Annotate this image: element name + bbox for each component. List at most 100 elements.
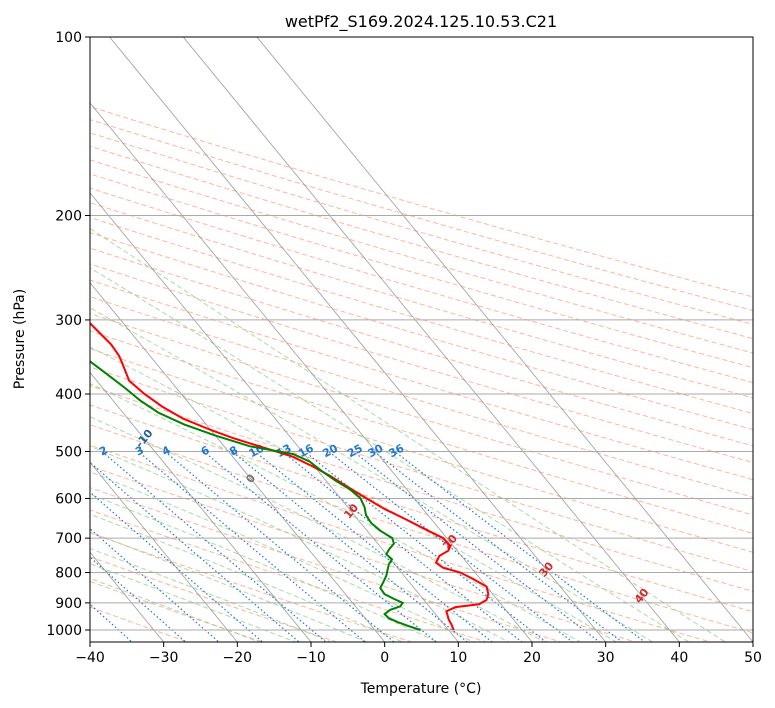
dry-adiabat-line bbox=[90, 173, 753, 369]
dry-adiabat-line bbox=[90, 444, 712, 642]
dry-adiabat-line bbox=[90, 465, 638, 642]
dry-adiabat-line bbox=[90, 187, 753, 384]
temperature-line bbox=[90, 321, 490, 631]
dry-adiabat-line bbox=[90, 145, 753, 340]
moist-adiabat-line bbox=[90, 346, 618, 642]
dry-adiabat-line bbox=[90, 216, 753, 415]
mixing-ratio-line bbox=[137, 451, 367, 642]
dry-adiabat-line bbox=[90, 556, 339, 642]
moist-adiabat-line bbox=[90, 531, 368, 642]
isotherm-line bbox=[108, 37, 607, 642]
x-tick-label: 40 bbox=[670, 650, 688, 666]
y-tick-label: 700 bbox=[55, 531, 82, 547]
dry-adiabat-line bbox=[90, 424, 753, 634]
mixing-ratio-label: 20 bbox=[320, 441, 340, 460]
mixing-ratio-label: 30 bbox=[366, 441, 386, 460]
isotherm-label: 0 bbox=[243, 471, 258, 485]
y-tick-label: 900 bbox=[55, 596, 82, 612]
isotherm-line bbox=[182, 37, 680, 642]
dry-adiabat-line bbox=[90, 385, 753, 592]
dry-adiabat-line bbox=[90, 159, 753, 354]
isotherms bbox=[90, 37, 753, 642]
dry-adiabat-line bbox=[90, 247, 753, 447]
moist-adiabat-line bbox=[90, 267, 690, 642]
x-tick-label: 50 bbox=[744, 650, 762, 666]
dewpoint-line bbox=[90, 360, 421, 631]
y-tick-label: 600 bbox=[55, 491, 82, 507]
moist-adiabat-line bbox=[90, 445, 510, 642]
dry-adiabat-line bbox=[90, 202, 753, 399]
isotherm-line bbox=[256, 37, 753, 642]
dry-adiabat-line bbox=[90, 366, 753, 573]
dry-adiabat-line bbox=[90, 487, 563, 642]
mixing-ratio-line bbox=[203, 451, 438, 642]
dry-adiabat-line bbox=[90, 404, 753, 613]
mixing-ratio-line bbox=[304, 451, 548, 642]
isotherm-line bbox=[90, 461, 238, 642]
y-tick-label: 400 bbox=[55, 387, 82, 403]
reference-line-labels: 0.10.20.40.611.52346810131620253036-100-… bbox=[0, 401, 652, 606]
moist-adiabat-line bbox=[90, 493, 439, 642]
y-tick-label: 300 bbox=[55, 313, 82, 329]
moist-adiabat-line bbox=[90, 416, 546, 642]
dry-adiabat-line bbox=[90, 348, 753, 553]
isotherm-line bbox=[90, 371, 312, 642]
x-axis-label: Temperature (°C) bbox=[360, 681, 482, 697]
dry-adiabat-line bbox=[90, 330, 753, 534]
moist-adiabat-line bbox=[90, 577, 261, 642]
dry-adiabat-line bbox=[90, 580, 264, 642]
plot-frame bbox=[89, 36, 754, 643]
moist-adiabat-line bbox=[90, 307, 654, 642]
x-tick-label: −30 bbox=[149, 650, 179, 666]
y-axis-label: Pressure (hPa) bbox=[12, 289, 28, 389]
dry-adiabat-line bbox=[90, 313, 753, 516]
profile-series bbox=[90, 321, 490, 631]
y-axis: 1000 900 800 700 600 500 400 300 200 100 bbox=[46, 30, 90, 639]
dry-adiabat-line bbox=[90, 509, 488, 642]
dry-adiabat-line bbox=[90, 119, 753, 312]
mixing-ratio-line bbox=[282, 451, 523, 642]
moist-adiabat-line bbox=[90, 513, 404, 642]
dry-adiabat-line bbox=[90, 532, 414, 642]
x-axis: −40 −30 −20 −10 0 10 20 30 40 50 bbox=[75, 642, 762, 666]
x-tick-label: 30 bbox=[597, 650, 615, 666]
mixing-ratio-line bbox=[254, 451, 493, 642]
mixing-ratio-label: 16 bbox=[296, 441, 316, 460]
x-tick-label: 10 bbox=[449, 650, 467, 666]
mixing-ratio-label: 25 bbox=[345, 442, 365, 461]
dry-adiabat-label: 10 bbox=[341, 501, 361, 521]
mixing-ratio-label: 36 bbox=[387, 441, 407, 460]
dry-adiabat-line bbox=[90, 132, 753, 325]
dry-adiabat-line bbox=[90, 296, 753, 498]
dry-adiabat-line bbox=[90, 106, 753, 298]
isotherm-line bbox=[90, 281, 386, 642]
dry-adiabat-line bbox=[90, 279, 753, 481]
x-tick-label: 20 bbox=[523, 650, 541, 666]
dry-adiabats bbox=[90, 106, 753, 642]
mixing-ratio-label: 8 bbox=[227, 443, 240, 458]
pressure-gridlines bbox=[90, 37, 753, 631]
x-tick-label: 0 bbox=[380, 650, 389, 666]
isotherm-label: -20 bbox=[38, 401, 61, 425]
isotherm-line bbox=[90, 102, 533, 642]
mixing-ratio-label: 4 bbox=[160, 443, 173, 458]
y-tick-label: 500 bbox=[55, 444, 82, 460]
mixing-ratio-label: 0.6 bbox=[0, 440, 16, 461]
moist-adiabat-line bbox=[90, 547, 333, 642]
chart-title: wetPf2_S169.2024.125.10.53.C21 bbox=[285, 12, 557, 32]
x-tick-label: −40 bbox=[75, 650, 105, 666]
isotherm-line bbox=[90, 192, 459, 642]
mixing-ratio-label: 1 bbox=[38, 443, 51, 458]
x-tick-label: −10 bbox=[296, 650, 326, 666]
mixing-ratio-line bbox=[90, 556, 187, 642]
mixing-ratio-label: 10 bbox=[247, 441, 267, 460]
y-tick-label: 800 bbox=[55, 566, 82, 582]
y-tick-label: 1000 bbox=[46, 623, 82, 639]
dry-adiabat-line bbox=[90, 263, 753, 464]
x-tick-label: −20 bbox=[223, 650, 253, 666]
y-tick-label: 200 bbox=[55, 209, 82, 225]
y-tick-label: 100 bbox=[55, 30, 82, 46]
dry-adiabat-line bbox=[90, 232, 753, 431]
moist-adiabat-line bbox=[90, 471, 475, 642]
